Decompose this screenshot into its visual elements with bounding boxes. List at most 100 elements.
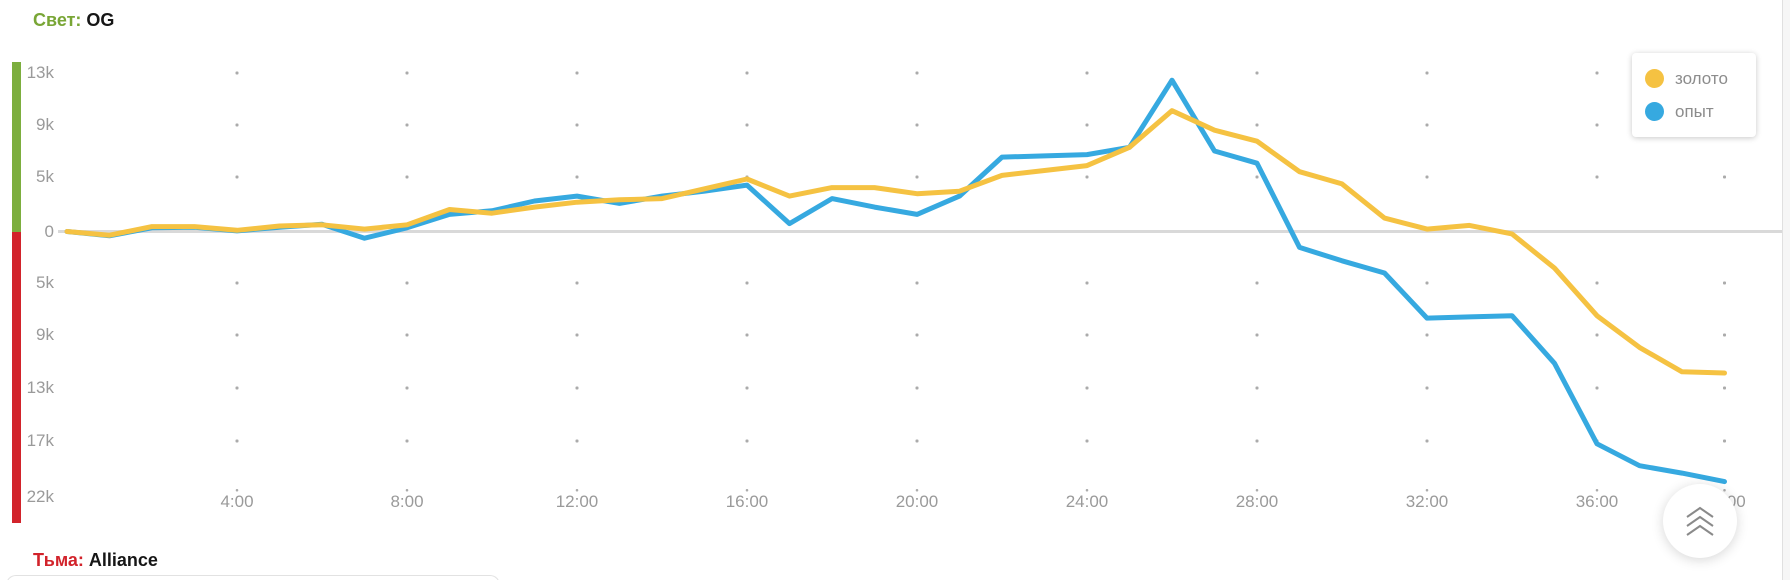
grid-dot — [235, 281, 239, 285]
y-axis-label: 22k — [26, 487, 54, 506]
y-axis-label: 0 — [44, 222, 54, 241]
grid-dot — [1595, 175, 1599, 179]
grid-dot — [1425, 281, 1429, 285]
grid-dot — [1595, 281, 1599, 285]
x-axis-label: 8:00 — [390, 492, 424, 511]
gold-series-label: золото — [1675, 68, 1728, 88]
grid-dot — [405, 175, 409, 179]
grid-dot — [1425, 71, 1429, 75]
grid-dot — [1085, 281, 1089, 285]
grid-dot — [1255, 439, 1259, 443]
grid-dot — [1723, 386, 1726, 390]
x-axis-label: 24:00 — [1065, 492, 1109, 511]
grid-dot — [405, 123, 409, 127]
y-axis-label: 5k — [36, 273, 54, 292]
grid-dot — [575, 281, 579, 285]
grid-dot — [235, 333, 239, 337]
grid-dot — [1595, 333, 1599, 337]
grid-dot — [1425, 123, 1429, 127]
y-axis-label: 13k — [26, 378, 54, 397]
grid-dot — [915, 333, 919, 337]
dire-axis-bar — [12, 232, 21, 523]
series-line-золото — [64, 108, 1727, 376]
grid-dot — [745, 123, 749, 127]
gold-series-marker-icon — [1645, 69, 1664, 88]
grid-dot — [1085, 71, 1089, 75]
grid-dot — [745, 281, 749, 285]
grid-dot — [1595, 71, 1599, 75]
grid-dot — [1255, 386, 1259, 390]
grid-dot — [235, 71, 239, 75]
page-scrollbar[interactable] — [1782, 0, 1790, 580]
grid-dot — [235, 386, 239, 390]
x-tick-dot — [575, 489, 579, 492]
grid-dot — [1255, 123, 1259, 127]
xp-series-label: опыт — [1675, 101, 1714, 121]
grid-dot — [1085, 333, 1089, 337]
grid-dot — [575, 386, 579, 390]
grid-dot — [745, 333, 749, 337]
grid-dot — [235, 175, 239, 179]
grid-dot — [405, 386, 409, 390]
grid-dot — [1723, 175, 1726, 179]
x-axis-label: 32:00 — [1405, 492, 1449, 511]
grid-dot — [1255, 281, 1259, 285]
x-tick-dot — [915, 489, 919, 492]
grid-dot — [1085, 175, 1089, 179]
y-axis-label: 9k — [36, 115, 54, 134]
grid-dot — [405, 281, 409, 285]
x-tick-dot — [1085, 489, 1089, 492]
x-tick-dot — [1595, 489, 1599, 492]
grid-dot — [1085, 386, 1089, 390]
legend-item-xp[interactable]: опыт — [1645, 95, 1748, 128]
y-axis-label: 13k — [26, 63, 54, 82]
radiant-axis-bar — [12, 62, 21, 232]
x-tick-dot — [1723, 489, 1726, 492]
series-line-опыт — [64, 77, 1727, 485]
grid-dot — [915, 439, 919, 443]
grid-dot — [1255, 71, 1259, 75]
dire-side-label: Тьма: — [33, 550, 84, 570]
grid-dot — [1425, 175, 1429, 179]
grid-dot — [1723, 439, 1726, 443]
xp-series-marker-icon — [1645, 102, 1664, 121]
grid-dot — [405, 333, 409, 337]
x-axis-label: 16:00 — [725, 492, 769, 511]
scroll-to-top-button[interactable] — [1663, 484, 1737, 558]
x-tick-dot — [1425, 489, 1429, 492]
grid-dot — [1255, 175, 1259, 179]
grid-dot — [915, 71, 919, 75]
grid-dot — [1425, 333, 1429, 337]
grid-dot — [235, 123, 239, 127]
grid-dot — [915, 386, 919, 390]
y-axis-label: 17k — [26, 431, 54, 450]
grid-dot — [915, 175, 919, 179]
grid-dot — [1425, 439, 1429, 443]
grid-dot — [745, 386, 749, 390]
grid-dot — [575, 71, 579, 75]
legend-item-gold[interactable]: золото — [1645, 62, 1748, 95]
grid-dot — [575, 333, 579, 337]
x-tick-dot — [405, 489, 409, 492]
x-axis-label: 4:00 — [220, 492, 254, 511]
x-axis-label: 36:00 — [1575, 492, 1619, 511]
y-axis-label: 5k — [36, 167, 54, 186]
x-axis-label: 28:00 — [1235, 492, 1279, 511]
next-panel-edge — [6, 575, 500, 580]
x-tick-dot — [1255, 489, 1259, 492]
y-axis-label: 9k — [36, 325, 54, 344]
grid-dot — [1085, 123, 1089, 127]
grid-dot — [1085, 439, 1089, 443]
grid-dot — [1595, 386, 1599, 390]
grid-dot — [575, 123, 579, 127]
grid-dot — [405, 71, 409, 75]
dire-team-name: Alliance — [88, 550, 158, 570]
x-axis-label: 20:00 — [895, 492, 939, 511]
double-chevron-up-icon — [1686, 506, 1714, 536]
grid-dot — [745, 439, 749, 443]
grid-dot — [235, 439, 239, 443]
grid-dot — [915, 123, 919, 127]
x-axis-label: 12:00 — [555, 492, 599, 511]
